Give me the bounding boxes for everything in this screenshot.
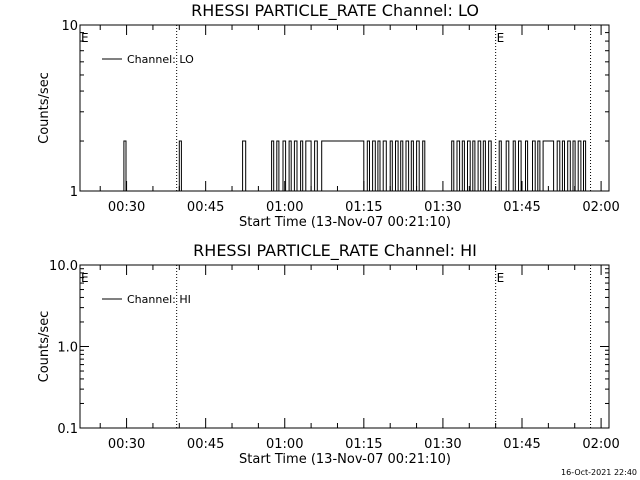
x-tick-label: 02:00 [582, 437, 619, 452]
event-marker-label: E [497, 271, 505, 285]
x-tick-label: 00:45 [187, 200, 224, 215]
event-marker-label: E [497, 31, 505, 45]
x-tick-label: 01:30 [424, 437, 461, 452]
y-tick-label: 1.0 [57, 341, 78, 356]
y-tick-label: 10.0 [49, 259, 78, 274]
legend-label: Channel: LO [127, 53, 194, 66]
x-tick-label: 01:15 [345, 437, 382, 452]
event-marker-label: E [81, 271, 89, 285]
x-tick-label: 01:45 [503, 200, 540, 215]
x-tick-label: 01:30 [424, 200, 461, 215]
x-tick-label: 00:45 [187, 437, 224, 452]
y-tick-label: 10 [61, 19, 78, 34]
x-tick-label: 01:00 [266, 437, 303, 452]
y-axis-label: Counts/sec [37, 72, 52, 144]
x-tick-label: 00:30 [108, 200, 145, 215]
footer-timestamp: 16-Oct-2021 22:40 [561, 468, 637, 477]
chart-title: RHESSI PARTICLE_RATE Channel: HI [193, 241, 477, 261]
y-axis-label: Counts/sec [37, 311, 52, 383]
legend-label: Channel: HI [127, 293, 191, 306]
panel-hi: RHESSI PARTICLE_RATE Channel: HI 0.1 1.0 10… [37, 241, 620, 467]
event-marker-label: E [81, 31, 89, 45]
chart-title: RHESSI PARTICLE_RATE Channel: LO [191, 1, 479, 21]
x-tick-label: 02:00 [582, 200, 619, 215]
y-tick-label: 1 [70, 185, 78, 200]
x-tick-label: 00:30 [108, 437, 145, 452]
series-line [80, 140, 609, 192]
x-axis-label: Start Time (13-Nov-07 00:21:10) [239, 452, 451, 467]
plot-frame [79, 24, 610, 192]
x-tick-label: 01:45 [503, 437, 540, 452]
x-axis-label: Start Time (13-Nov-07 00:21:10) [239, 215, 451, 230]
plot-frame [79, 264, 610, 429]
x-tick-label: 01:00 [266, 200, 303, 215]
panel-lo: RHESSI PARTICLE_RATE Channel: LO 1 10 00:30… [37, 1, 620, 230]
x-tick-label: 01:15 [345, 200, 382, 215]
y-tick-label: 0.1 [57, 422, 78, 437]
